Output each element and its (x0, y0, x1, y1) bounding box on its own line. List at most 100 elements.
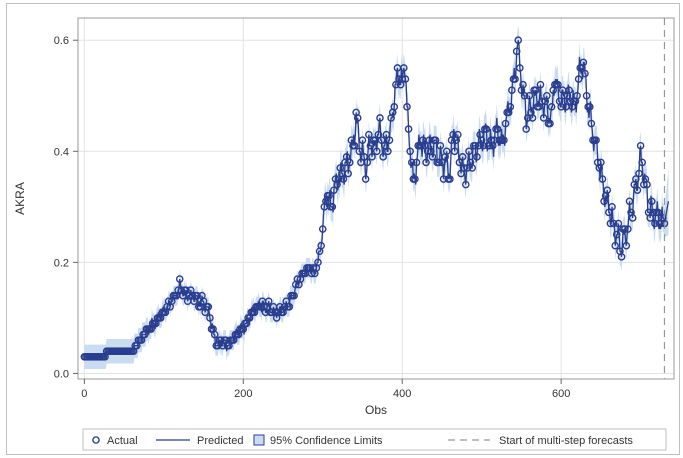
actual-point (398, 75, 407, 83)
actual-point (376, 114, 384, 122)
actual-point (463, 164, 472, 172)
actual-point (438, 158, 446, 167)
actual-point (264, 297, 273, 306)
actual-point (606, 219, 615, 228)
actual-point (514, 36, 523, 45)
actual-point (358, 136, 367, 144)
x-tick-label: 0 (81, 388, 87, 400)
legend-confidence-label: 95% Confidence Limits (270, 435, 383, 447)
y-axis-label: AKRA (13, 182, 27, 215)
actual-point (565, 86, 573, 94)
actual-point (206, 314, 214, 322)
actual-point (511, 75, 519, 83)
actual-point (353, 114, 362, 122)
actual-point (617, 253, 626, 261)
actual-point (401, 75, 410, 83)
actual-point (366, 141, 375, 150)
actual-point (420, 141, 429, 150)
actual-point (603, 186, 612, 194)
actual-point (407, 158, 416, 167)
actual-point (473, 153, 481, 161)
actual-point (635, 169, 643, 178)
actual-point (330, 186, 338, 194)
chart-frame (6, 3, 680, 455)
actual-point (609, 219, 618, 228)
legend-actual-label: Actual (107, 435, 138, 447)
legend-predicted-label: Predicted (197, 435, 243, 447)
actual-point (412, 158, 421, 167)
actual-point (204, 302, 213, 311)
y-tick-label: 0.2 (54, 257, 69, 269)
actual-point (199, 297, 208, 306)
legend-box (82, 428, 667, 451)
actual-point (622, 241, 631, 250)
actual-point (628, 214, 637, 222)
actual-point (638, 158, 647, 167)
actual-point (632, 175, 640, 183)
actual-point (182, 286, 190, 294)
gridlines (78, 18, 674, 379)
actual-point (377, 136, 386, 144)
actual-point (406, 147, 414, 156)
actual-point (423, 147, 432, 156)
actual-point (318, 225, 327, 233)
actual-point (404, 125, 413, 133)
actual-point (411, 175, 419, 183)
actual-point (454, 130, 462, 139)
actual-point (290, 291, 298, 300)
actual-point (573, 91, 581, 100)
actual-point (361, 175, 370, 183)
actual-point (482, 125, 491, 133)
actual-point (374, 130, 383, 139)
actual-point (536, 80, 545, 89)
actual-point (457, 169, 465, 178)
actual-point (547, 103, 556, 111)
actual-point (620, 225, 629, 233)
actual-point (531, 86, 540, 94)
actual-point (520, 91, 529, 100)
actual-point (468, 164, 476, 172)
actual-point (365, 130, 373, 139)
actual-point (325, 191, 333, 200)
actual-point (342, 153, 351, 161)
actual-point (612, 230, 621, 239)
actual-point (522, 125, 530, 133)
actual-point (461, 180, 470, 189)
actual-point (592, 136, 600, 144)
actual-point (385, 136, 394, 144)
actual-point (175, 275, 184, 283)
actual-point (579, 58, 588, 67)
actual-point (449, 130, 457, 139)
actual-point (446, 175, 454, 183)
actual-point (379, 153, 387, 161)
x-tick-label: 200 (234, 388, 252, 400)
actual-point (434, 158, 443, 167)
actual-point (512, 47, 521, 56)
actual-point (582, 91, 591, 100)
actual-point (654, 208, 662, 217)
actual-point (633, 186, 642, 194)
actual-point (506, 103, 515, 111)
actual-point (523, 114, 532, 122)
actual-point (428, 153, 437, 161)
actual-point (345, 158, 354, 167)
actual-point (390, 103, 399, 111)
actual-point (516, 64, 524, 72)
actual-point (344, 169, 352, 178)
actual-point (455, 158, 464, 167)
actual-point (339, 175, 348, 183)
actual-point (508, 86, 516, 94)
x-tick-label: 600 (552, 388, 570, 400)
actual-point (581, 69, 589, 78)
actual-point (614, 219, 623, 228)
actual-point (471, 141, 480, 150)
actual-point (624, 225, 632, 233)
actual-point (392, 80, 400, 89)
actual-point (355, 147, 364, 156)
actual-point (525, 91, 534, 100)
actual-point (543, 91, 551, 100)
actual-point (625, 197, 634, 206)
actual-point (317, 241, 325, 250)
actual-point (360, 153, 368, 161)
